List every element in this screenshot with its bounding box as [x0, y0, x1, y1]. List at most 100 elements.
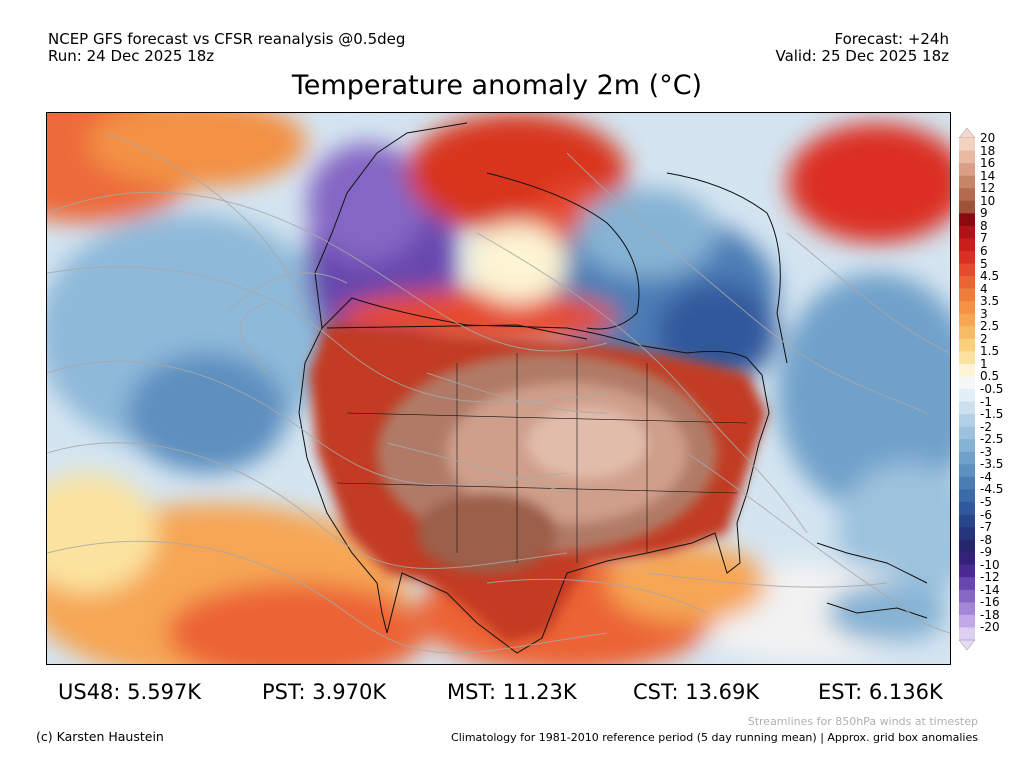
colorbar-label: 12 [980, 181, 996, 196]
colorbar-label: 3.5 [980, 294, 1000, 309]
stat-est: EST: 6.136K [818, 680, 943, 704]
colorbar-swatch [959, 200, 975, 214]
colorbar-swatch [959, 163, 975, 176]
colorbar-arrow-bottom [958, 639, 976, 650]
colorbar-swatch [959, 363, 975, 377]
colorbar-label: 6 [980, 243, 988, 258]
colorbar-label: 0.5 [980, 369, 1000, 384]
colorbar-label: 7 [980, 231, 988, 246]
colorbar-swatch [959, 338, 975, 352]
colorbar-swatch [959, 527, 975, 540]
colorbar-swatch [959, 276, 975, 289]
colorbar-label: 14 [980, 168, 996, 183]
colorbar-label: 8 [980, 218, 988, 233]
colorbar-label: -7 [980, 520, 992, 535]
colorbar-label: 3 [980, 306, 988, 321]
colorbar-label: -3 [980, 444, 992, 459]
valid-time: Valid: 25 Dec 2025 18z [775, 47, 949, 65]
colorbar-swatch [959, 602, 975, 616]
colorbar-swatch [959, 401, 975, 415]
map-title: Temperature anomaly 2m (°C) [291, 70, 703, 101]
colorbar-swatch [959, 614, 975, 628]
colorbar-swatch [959, 213, 975, 227]
colorbar-swatch [959, 376, 975, 390]
colorbar-label: -5 [980, 494, 992, 509]
colorbar-swatch [959, 464, 975, 478]
colorbar-swatch [959, 552, 975, 565]
colorbar-swatch [959, 501, 975, 515]
colorbar-swatch [959, 188, 975, 202]
colorbar-swatch [959, 263, 975, 277]
colorbar-swatch [959, 451, 975, 465]
colorbar-swatch [959, 175, 975, 189]
stat-pst: PST: 3.970K [262, 680, 387, 704]
colorbar-label: 1.5 [980, 344, 1000, 359]
colorbar-label: -12 [980, 570, 1000, 585]
colorbar-swatch [959, 250, 975, 264]
credit: (c) Karsten Haustein [36, 729, 164, 744]
model-description: NCEP GFS forecast vs CFSR reanalysis @0.… [48, 30, 406, 48]
colorbar-swatch [959, 414, 975, 427]
colorbar-label: 2.5 [980, 319, 1000, 334]
stat-mst: MST: 11.23K [447, 680, 577, 704]
colorbar-swatch [959, 539, 975, 553]
colorbar-swatch [959, 489, 975, 503]
colorbar-swatch [959, 577, 975, 591]
colorbar-label: 18 [980, 143, 996, 158]
colorbar-swatch [959, 138, 975, 151]
colorbar-swatch [959, 288, 975, 302]
colorbar-label: -1 [980, 394, 992, 409]
stat-cst: CST: 13.69K [633, 680, 760, 704]
anomaly-map [46, 112, 951, 665]
colorbar-label: 5 [980, 256, 988, 271]
colorbar [958, 128, 976, 650]
colorbar-label: -14 [980, 582, 1000, 597]
colorbar-label: -10 [980, 557, 1000, 572]
run-time: Run: 24 Dec 2025 18z [48, 47, 215, 65]
colorbar-label: -6 [980, 507, 992, 522]
colorbar-swatch [959, 439, 975, 453]
colorbar-label: 2 [980, 331, 988, 346]
colorbar-swatch [959, 476, 975, 490]
colorbar-swatch [959, 564, 975, 578]
colorbar-label: 20 [980, 131, 996, 145]
colorbar-label: 16 [980, 156, 996, 171]
streamlines-note: Streamlines for 850hPa winds at timestep [747, 715, 978, 728]
colorbar-swatch [959, 301, 975, 314]
colorbar-swatch [959, 627, 975, 641]
colorbar-swatch [959, 514, 975, 528]
colorbar-label: -18 [980, 607, 1000, 622]
colorbar-label: -2 [980, 419, 992, 434]
colorbar-swatch [959, 351, 975, 365]
colorbar-label: -16 [980, 595, 1000, 610]
greenland-warm [787, 123, 950, 243]
forecast-hour: Forecast: +24h [834, 30, 949, 48]
colorbar-swatch [959, 238, 975, 252]
wind-streamlines [47, 132, 950, 654]
colorbar-swatch [959, 589, 975, 603]
colorbar-swatch [959, 389, 975, 402]
colorbar-swatch [959, 225, 975, 239]
caribbean-cool [827, 583, 947, 643]
colorbar-label: 10 [980, 193, 996, 208]
colorbar-label: -3.5 [980, 457, 1004, 472]
colorbar-swatch [959, 313, 975, 327]
atlantic-cool [777, 273, 950, 513]
colorbar-label: 9 [980, 206, 988, 221]
colorbar-swatch [959, 150, 975, 164]
colorbar-label: 4 [980, 281, 988, 296]
colorbar-label: -0.5 [980, 382, 1004, 396]
stat-us48: US48: 5.597K [58, 680, 202, 704]
run-info: NCEP GFS forecast vs CFSR reanalysis @0.… [48, 31, 405, 65]
colorbar-label: -1.5 [980, 407, 1004, 422]
colorbar-label: -4.5 [980, 482, 1004, 497]
colorbar-label: -9 [980, 545, 992, 560]
forecast-info: Forecast: +24h Valid: 25 Dec 2025 18z [775, 31, 949, 65]
colorbar-label: -2.5 [980, 432, 1004, 447]
colorbar-label: 4.5 [980, 269, 1000, 284]
colorbar-swatch [959, 326, 975, 340]
colorbar-arrow-top [958, 128, 976, 139]
colorbar-label: -20 [980, 620, 1000, 635]
region-stats: US48: 5.597K PST: 3.970K MST: 11.23K CST… [0, 680, 1024, 704]
colorbar-label: -8 [980, 532, 992, 547]
